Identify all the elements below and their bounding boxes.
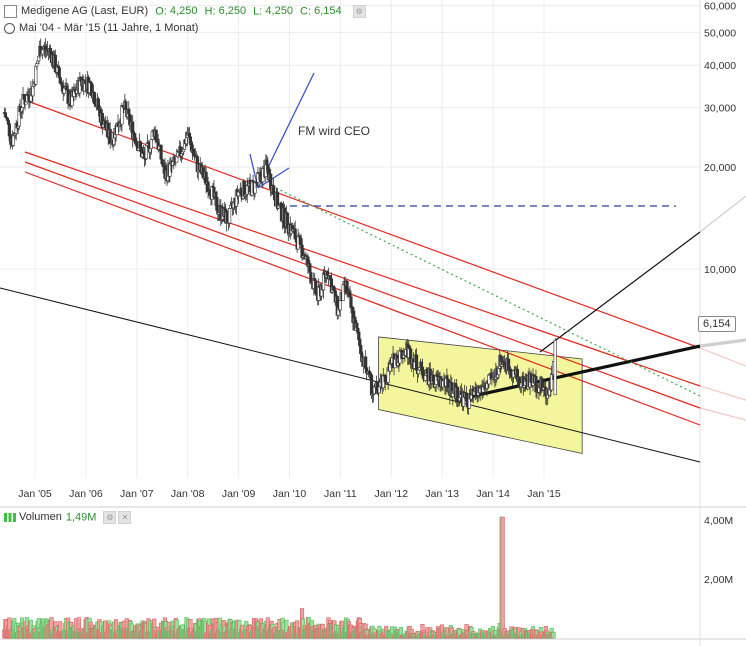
close-value: 6,154 bbox=[314, 5, 342, 18]
time-tick-label: Jan '10 bbox=[273, 488, 307, 500]
settings-icon[interactable]: ⚙ bbox=[352, 5, 366, 18]
high-value: 6,250 bbox=[218, 5, 247, 18]
price-tick-label: 10,000 bbox=[704, 264, 736, 276]
candle-body bbox=[149, 139, 153, 149]
volume-bar bbox=[500, 516, 505, 639]
price-axis: 120,000110,000100,00090,00080,00070,0006… bbox=[704, 1, 736, 276]
volume-settings-icon[interactable]: ⚙ bbox=[103, 511, 117, 524]
candle-body bbox=[357, 331, 361, 341]
price-tick-label: 30,000 bbox=[704, 102, 736, 114]
price-tick-label: 20,000 bbox=[704, 162, 736, 174]
period-row: Mai '04 - Mär '15 (11 Jahre, 1 Monat) bbox=[4, 22, 198, 34]
long-term-support-line bbox=[0, 287, 701, 463]
trendlines bbox=[0, 101, 746, 463]
channel-line bbox=[24, 161, 701, 409]
time-tick-label: Jan '11 bbox=[324, 488, 357, 500]
candle-body-last bbox=[553, 340, 557, 396]
volume-header: Volumen 1,49M ⚙ ✕ bbox=[4, 511, 132, 524]
price-tick-label: 50,000 bbox=[704, 27, 736, 39]
time-tick-label: Jan '14 bbox=[476, 488, 510, 500]
channel-line bbox=[29, 101, 701, 349]
volume-tick-label: 4,00M bbox=[704, 515, 733, 527]
time-tick-label: Jan '09 bbox=[222, 488, 256, 500]
period-label: Mai '04 - Mär '15 (11 Jahre, 1 Monat) bbox=[19, 22, 199, 34]
time-axis: Jan '05 Jan '06 Jan '07 Jan '08 Jan '09 Jan '… bbox=[18, 488, 561, 500]
candle-body bbox=[299, 238, 303, 246]
breakout-line-ext bbox=[699, 195, 746, 233]
close-label: C: bbox=[300, 5, 312, 18]
candle-body bbox=[227, 208, 232, 224]
candle-body bbox=[6, 120, 10, 125]
volume-bar bbox=[551, 631, 556, 639]
annotation-text: FM wird CEO bbox=[298, 124, 370, 138]
channel-line bbox=[24, 151, 701, 387]
chart-header: Medigene AG (Last, EUR) O: 4,250 H: 6,25… bbox=[4, 5, 366, 18]
instrument-icon bbox=[4, 5, 17, 18]
channel-line-ext bbox=[699, 347, 746, 367]
time-tick-label: Jan '06 bbox=[69, 488, 103, 500]
channel-line-ext bbox=[699, 407, 746, 421]
open-label: O: bbox=[155, 5, 167, 18]
candle-body bbox=[534, 376, 538, 393]
time-tick-label: Jan '08 bbox=[171, 488, 205, 500]
candles bbox=[2, 38, 557, 415]
grid bbox=[0, 0, 700, 478]
volume-label: Volumen bbox=[19, 511, 62, 524]
volume-close-icon[interactable]: ✕ bbox=[118, 511, 132, 524]
volume-icon bbox=[4, 513, 16, 522]
last-price-marker: 6,154 bbox=[698, 316, 736, 332]
price-tick-label: 40,000 bbox=[704, 60, 736, 72]
time-tick-label: Jan '12 bbox=[375, 488, 409, 500]
candle-body bbox=[11, 134, 15, 146]
instrument-name: Medigene AG (Last, EUR) bbox=[21, 5, 149, 18]
high-label: H: bbox=[204, 5, 216, 18]
uptrend-line-bold bbox=[454, 344, 701, 402]
volume-bars bbox=[2, 516, 556, 639]
time-tick-label: Jan '05 bbox=[18, 488, 52, 500]
volume-tick-label: 2,00M bbox=[704, 574, 733, 586]
time-tick-label: Jan '15 bbox=[527, 488, 561, 500]
breakout-line bbox=[539, 231, 701, 353]
candle-body bbox=[35, 63, 39, 67]
uptrend-line-ext bbox=[699, 338, 746, 348]
channel-line-ext bbox=[699, 385, 746, 401]
price-tick-label: 60,000 bbox=[704, 1, 736, 13]
candle-body bbox=[314, 280, 318, 294]
dotted-trend-line bbox=[275, 187, 701, 397]
clock-icon[interactable] bbox=[4, 22, 15, 34]
volume-value: 1,49M bbox=[65, 511, 97, 524]
low-label: L: bbox=[253, 5, 263, 18]
time-tick-label: Jan '07 bbox=[120, 488, 154, 500]
channel-line bbox=[24, 171, 701, 426]
candle-body bbox=[338, 300, 342, 311]
candle-body bbox=[181, 149, 186, 153]
open-value: 4,250 bbox=[169, 5, 198, 18]
candle-body bbox=[57, 67, 61, 78]
low-value: 4,250 bbox=[265, 5, 293, 18]
volume-axis: 4,00M 2,00M bbox=[704, 515, 733, 586]
time-tick-label: Jan '13 bbox=[425, 488, 459, 500]
